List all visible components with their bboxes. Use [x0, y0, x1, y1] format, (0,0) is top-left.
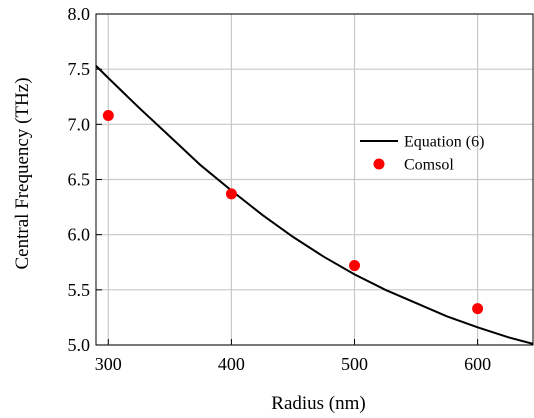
- y-tick-label: 7.0: [68, 114, 91, 134]
- legend-label: Equation (6): [404, 134, 484, 151]
- x-tick-label: 300: [95, 354, 122, 374]
- x-tick-label: 400: [218, 354, 245, 374]
- y-tick-label: 5.5: [68, 280, 91, 300]
- series-line-equation: [95, 65, 534, 345]
- y-tick-labels: 5.0 5.5 6.0 6.5 7.0 7.5 8.0: [68, 4, 91, 355]
- data-point-comsol: [472, 303, 484, 315]
- y-tick-label: 6.5: [68, 170, 91, 190]
- x-axis-label: Radius (nm): [271, 393, 365, 414]
- x-tick-labels: 300 400 500 600: [95, 354, 491, 374]
- data-point-comsol: [349, 260, 361, 272]
- y-tick-label: 6.0: [68, 225, 91, 245]
- legend-marker-swatch: [373, 158, 385, 170]
- data-point-comsol: [102, 110, 114, 122]
- grid: [96, 13, 533, 346]
- plot-frame: [95, 13, 534, 346]
- data-point-comsol: [225, 188, 237, 200]
- y-tick-label: 5.0: [68, 335, 91, 355]
- legend: Equation (6) Comsol: [360, 134, 484, 174]
- x-tick-label: 600: [464, 354, 491, 374]
- series-layer: [95, 65, 534, 345]
- y-tick-label: 8.0: [68, 4, 91, 24]
- x-tick-label: 500: [341, 354, 368, 374]
- y-axis-label: Central Frequency (THz): [12, 77, 33, 269]
- y-tick-label: 7.5: [68, 59, 91, 79]
- legend-label: Comsol: [404, 157, 454, 174]
